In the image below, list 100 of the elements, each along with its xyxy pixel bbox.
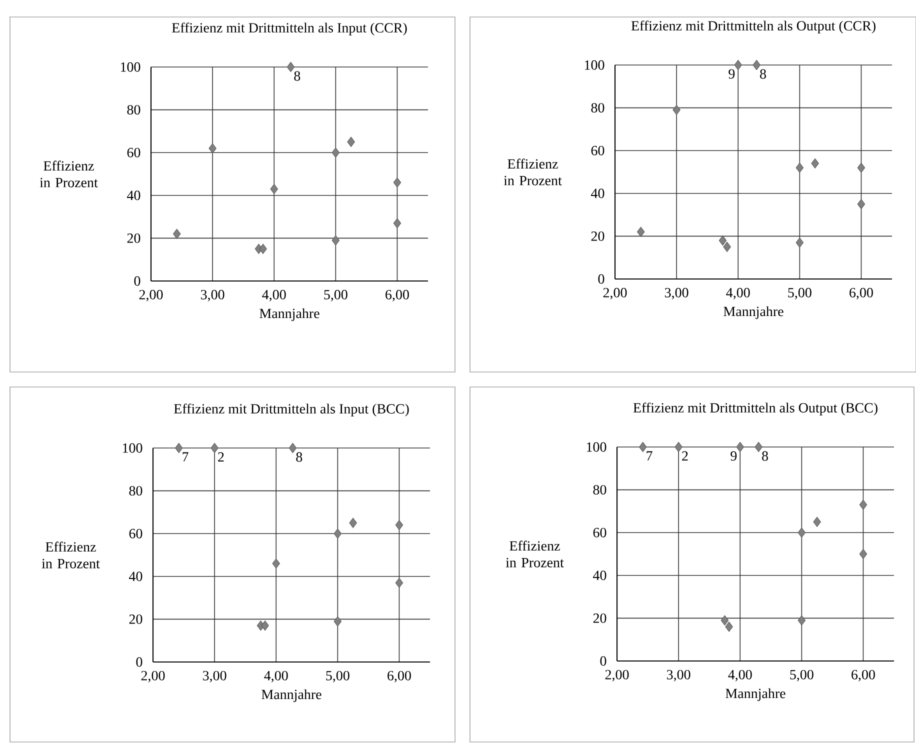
y-tick-label: 20 <box>593 613 606 623</box>
point <box>720 615 729 626</box>
point <box>725 622 733 632</box>
x-tick-label: 5,00 <box>326 670 350 682</box>
point <box>798 615 806 626</box>
y-tick-label: 40 <box>593 570 606 580</box>
y-axis-title: Effizienz in Prozent <box>40 160 98 188</box>
point <box>796 238 804 248</box>
point <box>672 104 680 115</box>
y-tick-label: 0 <box>598 274 604 284</box>
y-tick-label: 60 <box>591 146 604 156</box>
x-tick-label: 2,00 <box>605 670 629 682</box>
x-tick-label: 6,00 <box>388 670 411 682</box>
point <box>210 442 218 454</box>
annotation: 2 <box>218 452 224 462</box>
x-tick-label: 6,00 <box>386 290 409 302</box>
x-tick-label: 4,00 <box>262 290 286 302</box>
x-tick-label: 6,00 <box>850 288 873 300</box>
point <box>270 184 278 194</box>
annotation: 9 <box>730 451 737 461</box>
y-tick-label: 40 <box>591 188 604 198</box>
y-tick-label: 40 <box>129 572 142 582</box>
point <box>332 235 340 246</box>
y-tick-label: 0 <box>600 656 606 666</box>
x-axis-title: Mannjahre <box>260 308 320 322</box>
point <box>798 528 806 538</box>
y-tick-label: 80 <box>129 486 142 496</box>
annotation: 8 <box>762 451 768 461</box>
point <box>752 60 760 70</box>
y-tick-label: 80 <box>591 103 604 113</box>
annotation: 2 <box>682 451 688 461</box>
point <box>638 442 647 452</box>
chart-title: Effizienz mit Drittmitteln als Output (BCC) <box>633 402 878 416</box>
point <box>261 620 269 631</box>
x-tick-label: 4,00 <box>726 288 750 300</box>
x-axis-title: Mannjahre <box>262 689 322 702</box>
point <box>393 218 402 228</box>
point <box>718 235 727 246</box>
point <box>813 516 821 527</box>
point <box>754 442 762 452</box>
x-tick-label: 3,00 <box>200 290 224 302</box>
point <box>349 518 357 528</box>
y-tick-label: 20 <box>127 233 140 243</box>
y-axis-title: Effizienz in Prozent <box>504 158 562 186</box>
point <box>723 242 731 252</box>
x-tick-label: 4,00 <box>728 670 752 682</box>
x-axis-title: Mannjahre <box>726 688 786 702</box>
x-axis-title: Mannjahre <box>724 306 784 320</box>
y-tick-label: 40 <box>127 190 140 200</box>
x-tick-label: 3,00 <box>666 670 690 682</box>
annotation: 8 <box>294 71 300 81</box>
x-tick-label: 2,00 <box>141 670 165 682</box>
point <box>208 143 216 154</box>
x-tick-label: 3,00 <box>202 670 226 682</box>
y-tick-label: 100 <box>122 443 142 453</box>
point <box>286 62 295 72</box>
y-tick-label: 60 <box>593 528 606 538</box>
point <box>636 226 645 237</box>
y-tick-label: 80 <box>127 105 140 115</box>
y-tick-label: 20 <box>591 231 604 241</box>
x-tick-label: 5,00 <box>324 290 348 302</box>
annotation: 7 <box>646 451 652 460</box>
y-axis-title: Effizienz in Prozent <box>506 540 564 568</box>
x-tick-label: 3,00 <box>664 288 688 300</box>
y-tick-label: 100 <box>586 442 606 452</box>
point <box>734 60 742 70</box>
y-tick-label: 100 <box>120 62 140 72</box>
x-tick-label: 5,00 <box>788 288 812 300</box>
point <box>393 177 402 188</box>
point <box>811 158 819 169</box>
y-tick-label: 60 <box>127 148 140 158</box>
point <box>859 548 868 560</box>
point <box>332 148 340 158</box>
point <box>395 520 404 530</box>
point <box>174 442 183 454</box>
annotation: 7 <box>182 452 188 462</box>
point <box>736 442 744 452</box>
point <box>334 616 342 626</box>
x-tick-label: 6,00 <box>852 670 875 682</box>
point <box>796 162 804 173</box>
point <box>857 162 866 173</box>
chart-title: Effizienz mit Drittmitteln als Input (CCR) <box>172 22 407 36</box>
y-axis-title: Effizienz in Prozent <box>42 542 100 568</box>
y-tick-label: 100 <box>584 60 604 70</box>
chart-title: Effizienz mit Drittmitteln als Input (BCC) <box>174 404 409 416</box>
x-tick-label: 2,00 <box>139 290 163 302</box>
point <box>395 578 404 588</box>
annotation: 8 <box>760 69 766 79</box>
y-tick-label: 0 <box>136 657 142 667</box>
y-tick-label: 0 <box>134 276 140 286</box>
annotation: 9 <box>728 69 735 79</box>
point <box>259 244 267 254</box>
point <box>172 228 181 239</box>
y-tick-label: 60 <box>129 528 142 538</box>
y-tick-label: 20 <box>129 614 142 624</box>
point <box>334 528 342 539</box>
x-tick-label: 2,00 <box>603 288 627 300</box>
x-tick-label: 5,00 <box>790 670 814 682</box>
point <box>859 500 868 510</box>
annotation: 8 <box>296 452 302 462</box>
